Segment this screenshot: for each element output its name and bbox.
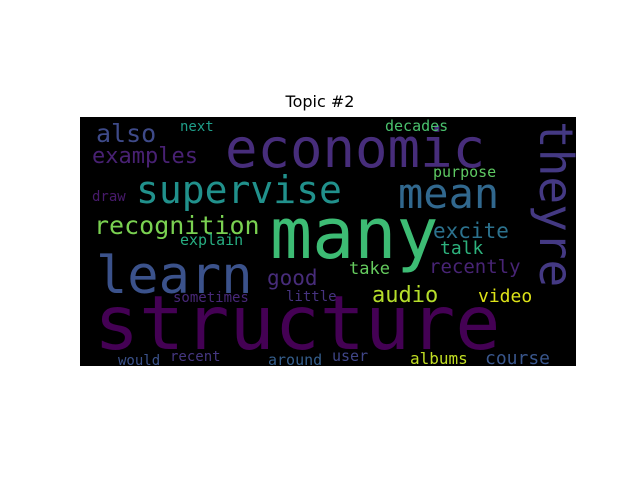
- word-little: little: [286, 289, 337, 305]
- word-learn: learn: [96, 246, 253, 306]
- word-recognition: recognition: [94, 211, 260, 240]
- word-supervise: supervise: [136, 168, 342, 212]
- word-structure: structure: [94, 279, 500, 366]
- word-purpose: purpose: [433, 163, 496, 181]
- word-theyre: theyre: [529, 121, 576, 287]
- word-cloud-background: [80, 117, 576, 366]
- word-recently: recently: [429, 256, 521, 278]
- word-good: good: [267, 266, 318, 290]
- word-audio: audio: [372, 283, 438, 308]
- word-user: user: [332, 347, 368, 365]
- word-many: many: [270, 193, 439, 275]
- chart-title: Topic #2: [285, 92, 355, 111]
- word-explain: explain: [180, 231, 243, 249]
- word-sometimes: sometimes: [173, 290, 249, 306]
- word-draw: draw: [92, 189, 126, 205]
- word-next: next: [180, 119, 214, 135]
- word-around: around: [268, 351, 322, 366]
- word-examples: examples: [92, 144, 198, 169]
- word-course: course: [485, 348, 550, 366]
- word-economic: economic: [225, 117, 485, 180]
- word-would: would: [118, 353, 160, 366]
- word-take: take: [349, 259, 390, 279]
- word-excite: excite: [433, 219, 509, 243]
- word-video: video: [478, 286, 532, 307]
- word-decades: decades: [385, 117, 448, 135]
- word-albums: albums: [410, 349, 468, 366]
- word-talk: talk: [440, 238, 484, 259]
- word-recent: recent: [170, 349, 221, 365]
- word-also: also: [96, 119, 156, 148]
- word-mean: mean: [398, 169, 499, 218]
